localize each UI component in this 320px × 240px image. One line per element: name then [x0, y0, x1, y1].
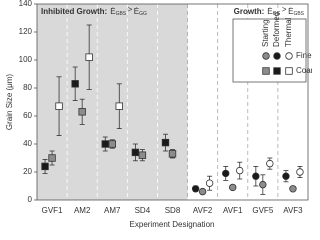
marker	[236, 166, 244, 175]
x-tick-label: AM2	[74, 206, 91, 215]
y-tick-label: 40	[23, 139, 32, 148]
marker	[191, 185, 200, 193]
legend-marker	[262, 52, 270, 60]
annotation: Growth: ĖGG> ĖGBS	[234, 5, 305, 17]
annotation-part: >	[282, 5, 287, 14]
annotation-part: GG	[273, 11, 281, 17]
annotation: Inhibited Growth: ĖGBS> ĖGG	[41, 5, 147, 17]
chart: Grain Size (μm) Experiment Designation 0…	[5, 0, 312, 229]
y-tick-label: 0	[28, 195, 33, 204]
annotation-part: GG	[139, 11, 147, 17]
legend-box	[232, 18, 307, 83]
legend-marker	[285, 67, 293, 75]
x-axis-label: Experiment Designation	[130, 220, 215, 229]
marker	[161, 138, 170, 147]
annotation-part: Ė	[288, 7, 293, 16]
legend-marker	[273, 67, 281, 75]
marker	[108, 140, 116, 148]
marker	[55, 102, 63, 110]
marker	[138, 151, 147, 159]
x-tick-label: AM7	[104, 206, 121, 215]
annotation-part: GBS	[293, 11, 304, 17]
marker	[222, 169, 230, 178]
y-axis-label: Grain Size (μm)	[5, 74, 14, 131]
marker	[205, 179, 214, 187]
marker	[131, 148, 140, 157]
marker	[282, 172, 290, 180]
shaded-region	[37, 4, 188, 200]
legend-marker	[262, 67, 270, 75]
marker	[259, 180, 267, 189]
marker	[78, 108, 86, 116]
marker	[115, 102, 123, 110]
legend-column-label: Starting	[261, 19, 270, 47]
legend-marker	[273, 52, 281, 60]
annotation-part: >	[128, 5, 133, 14]
y-tick-label: 80	[23, 83, 32, 92]
x-tick-label: AVF1	[223, 206, 243, 215]
y-tick-label: 140	[19, 0, 33, 8]
marker	[41, 162, 49, 171]
legend-marker	[285, 52, 293, 60]
legend-column-label: Deformed	[272, 12, 281, 47]
annotation-part: Ė	[134, 7, 139, 16]
x-tick-label: SD4	[135, 206, 151, 215]
legend-row-label: Coarse	[296, 66, 312, 75]
y-tick-label: 100	[19, 55, 33, 64]
legend-column-label: Thermal	[284, 17, 293, 47]
x-tick-label: GVF5	[252, 206, 273, 215]
marker	[229, 183, 237, 192]
x-tick-label: SD8	[165, 206, 181, 215]
marker	[101, 140, 109, 148]
marker	[168, 150, 177, 158]
annotation-part: GBS	[116, 11, 127, 17]
y-tick-label: 60	[23, 111, 32, 120]
marker	[266, 159, 274, 168]
marker	[85, 53, 93, 61]
marker	[296, 168, 304, 176]
marker	[198, 187, 207, 196]
annotation-part: Ė	[267, 7, 272, 16]
legend-row-label: Fine	[296, 51, 312, 60]
plot-frame	[36, 3, 309, 201]
marker	[48, 154, 56, 162]
y-tick-label: 120	[19, 27, 33, 36]
annotation-part: Inhibited Growth:	[41, 7, 107, 16]
marker	[289, 185, 297, 193]
marker	[252, 172, 260, 180]
x-tick-label: AVF2	[193, 206, 213, 215]
annotation-part: Ė	[110, 7, 115, 16]
annotation-part: Growth:	[234, 7, 265, 16]
marker	[71, 80, 79, 88]
x-tick-label: AVF3	[283, 206, 303, 215]
y-tick-label: 20	[23, 167, 32, 176]
x-tick-label: GVF1	[42, 206, 63, 215]
